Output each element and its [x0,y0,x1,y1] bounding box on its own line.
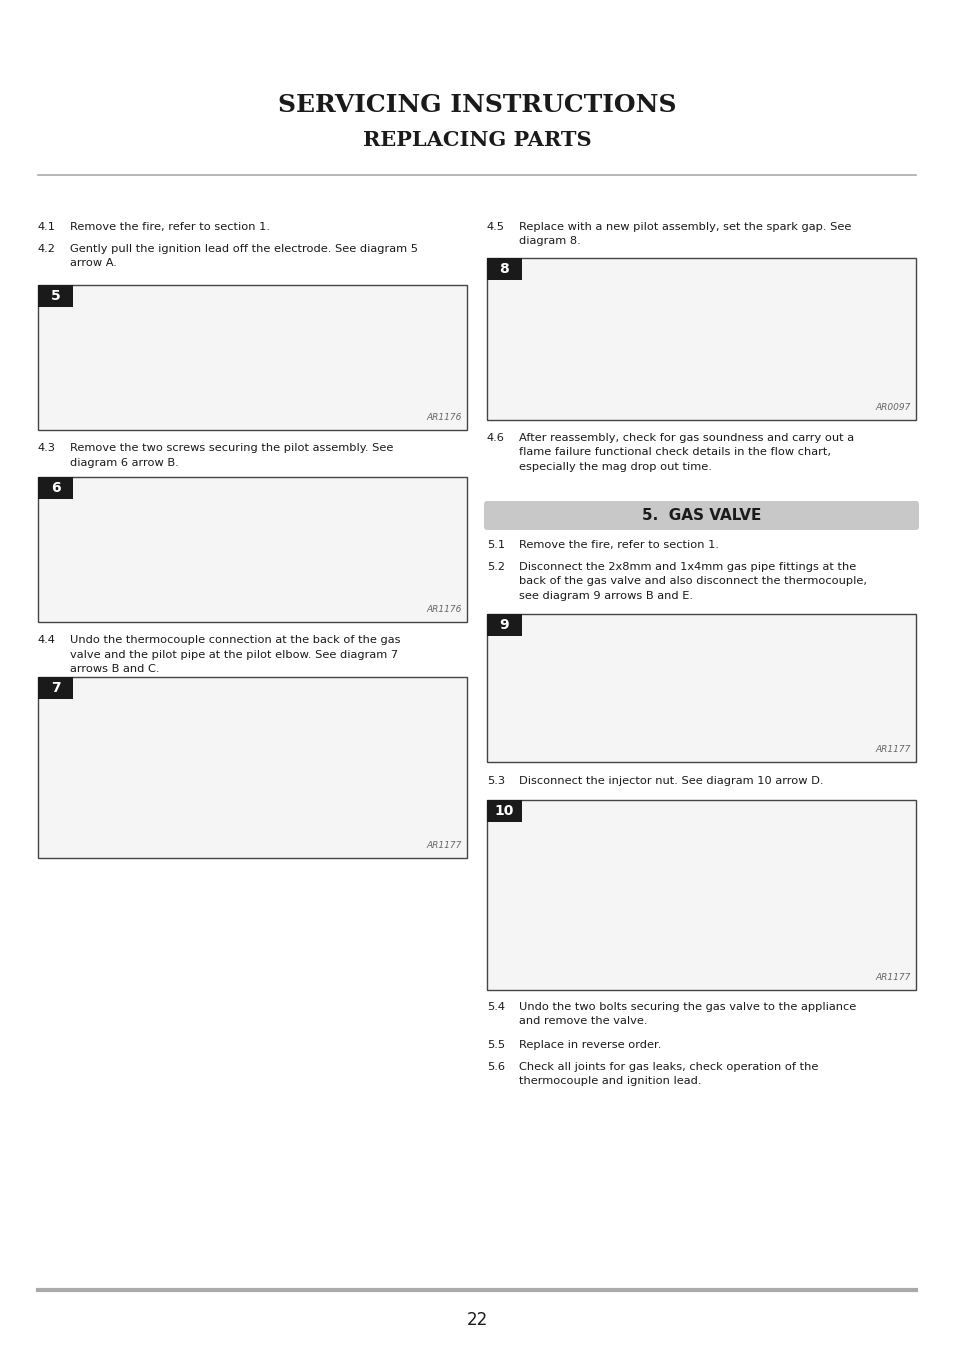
Text: 4.3: 4.3 [38,443,56,453]
Text: 10: 10 [495,804,514,817]
Text: arrow A.: arrow A. [70,258,117,269]
Text: Remove the fire, refer to section 1.: Remove the fire, refer to section 1. [518,540,719,550]
Bar [38,677,467,858]
Bar [38,285,73,307]
Bar [486,258,915,420]
Text: arrows B and C.: arrows B and C. [70,663,159,674]
Text: 9: 9 [499,617,509,632]
Text: AR0097: AR0097 [875,403,910,412]
Text: Gently pull the ignition lead off the electrode. See diagram 5: Gently pull the ignition lead off the el… [70,245,417,254]
Text: 4.1: 4.1 [38,222,56,232]
Bar [486,258,521,280]
Text: 6: 6 [51,481,60,494]
Text: 5.6: 5.6 [486,1062,504,1071]
Text: 5: 5 [51,289,60,303]
Text: Disconnect the 2x8mm and 1x4mm gas pipe fittings at the: Disconnect the 2x8mm and 1x4mm gas pipe … [518,562,856,571]
Bar [486,800,521,821]
Bar [38,677,73,698]
Text: back of the gas valve and also disconnect the thermocouple,: back of the gas valve and also disconnec… [518,577,866,586]
Text: 4.6: 4.6 [486,434,504,443]
Text: 5.5: 5.5 [486,1040,504,1050]
Text: 4.4: 4.4 [38,635,56,644]
Text: Replace in reverse order.: Replace in reverse order. [518,1040,660,1050]
Text: Undo the two bolts securing the gas valve to the appliance: Undo the two bolts securing the gas valv… [518,1002,856,1012]
Text: 5.  GAS VALVE: 5. GAS VALVE [641,508,760,523]
Text: 4.5: 4.5 [486,222,504,232]
Text: AR1177: AR1177 [875,973,910,982]
Bar [486,613,521,636]
Text: 22: 22 [466,1310,487,1329]
Text: AR1177: AR1177 [875,744,910,754]
Text: especially the mag drop out time.: especially the mag drop out time. [518,462,711,471]
Text: 8: 8 [499,262,509,276]
Text: After reassembly, check for gas soundness and carry out a: After reassembly, check for gas soundnes… [518,434,853,443]
Text: 5.3: 5.3 [486,775,504,786]
Text: flame failure functional check details in the flow chart,: flame failure functional check details i… [518,447,830,458]
Text: see diagram 9 arrows B and E.: see diagram 9 arrows B and E. [518,590,692,601]
Text: 7: 7 [51,681,60,694]
FancyBboxPatch shape [483,501,918,530]
Text: AR1176: AR1176 [426,413,461,422]
Text: REPLACING PARTS: REPLACING PARTS [362,130,591,150]
Text: Disconnect the injector nut. See diagram 10 arrow D.: Disconnect the injector nut. See diagram… [518,775,822,786]
Text: Remove the fire, refer to section 1.: Remove the fire, refer to section 1. [70,222,270,232]
Bar [38,477,73,499]
Text: AR1177: AR1177 [426,842,461,850]
Text: diagram 6 arrow B.: diagram 6 arrow B. [70,458,178,467]
Text: valve and the pilot pipe at the pilot elbow. See diagram 7: valve and the pilot pipe at the pilot el… [70,650,397,659]
Text: 5.4: 5.4 [486,1002,504,1012]
Text: 4.2: 4.2 [38,245,56,254]
Text: thermocouple and ignition lead.: thermocouple and ignition lead. [518,1077,700,1086]
Text: SERVICING INSTRUCTIONS: SERVICING INSTRUCTIONS [277,93,676,118]
Text: 5.2: 5.2 [486,562,504,571]
Bar [38,477,467,621]
Text: Replace with a new pilot assembly, set the spark gap. See: Replace with a new pilot assembly, set t… [518,222,850,232]
Text: Remove the two screws securing the pilot assembly. See: Remove the two screws securing the pilot… [70,443,393,453]
Text: 5.1: 5.1 [486,540,504,550]
Text: AR1176: AR1176 [426,605,461,613]
Bar [486,613,915,762]
Text: Undo the thermocouple connection at the back of the gas: Undo the thermocouple connection at the … [70,635,400,644]
Text: and remove the valve.: and remove the valve. [518,1016,647,1027]
Bar [38,285,467,430]
Bar [486,800,915,990]
Text: diagram 8.: diagram 8. [518,236,580,246]
Text: Check all joints for gas leaks, check operation of the: Check all joints for gas leaks, check op… [518,1062,818,1071]
